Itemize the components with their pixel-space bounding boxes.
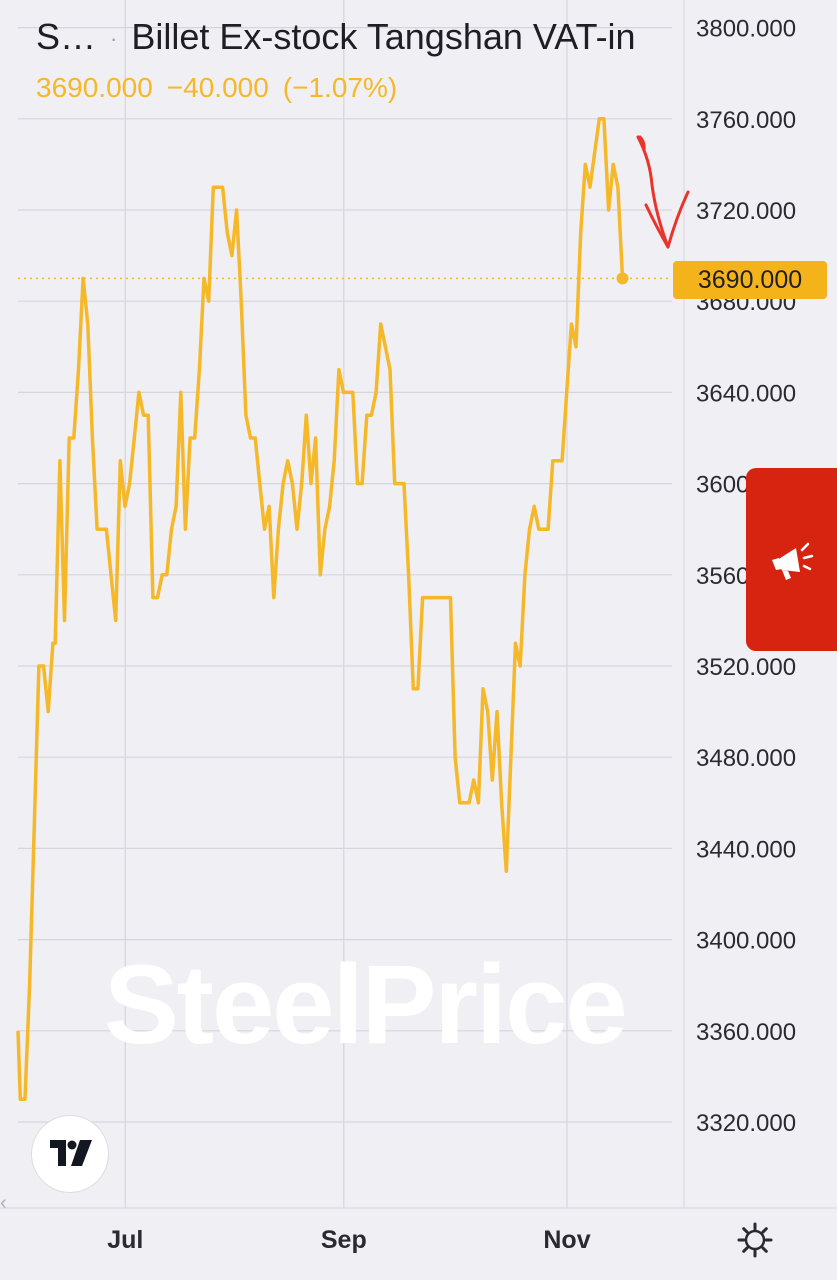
x-tick-label: Nov xyxy=(543,1226,590,1254)
price-change-percent: (−1.07%) xyxy=(282,72,398,103)
title-separator: · xyxy=(110,26,118,52)
y-tick-label: 3480.000 xyxy=(696,745,796,772)
chart-title-row[interactable]: S… · Billet Ex-stock Tangshan VAT-in xyxy=(36,16,666,58)
last-price: 3690.000 xyxy=(36,72,153,103)
tradingview-logo-button[interactable] xyxy=(32,1116,108,1192)
chart-grid xyxy=(0,0,837,1209)
last-point-marker xyxy=(616,272,629,285)
y-tick-label: 3360.000 xyxy=(696,1019,796,1046)
instrument-title: Billet Ex-stock Tangshan VAT-in xyxy=(131,16,636,57)
last-price-badge: 3690.000 xyxy=(673,261,827,299)
y-tick-label: 3800.000 xyxy=(696,16,796,43)
watermark: SteelPrice xyxy=(104,942,628,1067)
hand-drawn-arrow xyxy=(636,135,690,249)
y-tick-label: 3520.000 xyxy=(696,654,796,681)
x-tick-label: Sep xyxy=(321,1226,367,1254)
promo-button[interactable] xyxy=(746,468,837,651)
y-tick-label: 3640.000 xyxy=(696,380,796,407)
x-tick-label: Jul xyxy=(107,1226,143,1254)
price-change: −40.000 xyxy=(166,72,269,103)
x-axis: Jul Sep Nov xyxy=(107,1226,591,1254)
quote-row: 3690.000 −40.000 (−1.07%) xyxy=(36,72,411,104)
y-tick-label: 3760.000 xyxy=(696,107,796,134)
y-tick-label: 3720.000 xyxy=(696,198,796,225)
chevron-left-icon: ‹ xyxy=(0,1192,7,1214)
series-line[interactable] xyxy=(16,117,625,1101)
gear-icon[interactable] xyxy=(737,1222,773,1258)
price-series[interactable] xyxy=(16,117,629,1101)
y-tick-label: 3320.000 xyxy=(696,1110,796,1137)
y-tick-label: 3400.000 xyxy=(696,928,796,955)
side-panel-handle[interactable]: ‹ xyxy=(0,1182,10,1224)
tradingview-logo-icon xyxy=(50,1140,92,1166)
y-tick-label: 3440.000 xyxy=(696,836,796,863)
megaphone-icon xyxy=(772,542,814,580)
symbol-label[interactable]: S… xyxy=(36,16,97,57)
